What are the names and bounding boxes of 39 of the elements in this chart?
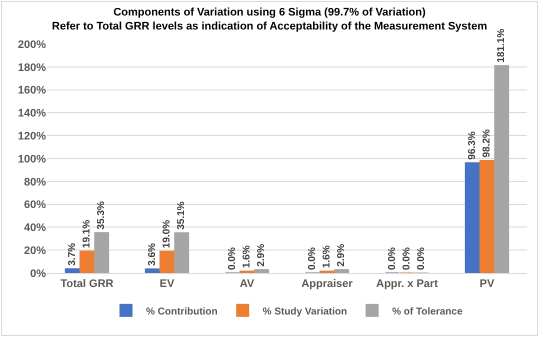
y-tick-label: 80% — [24, 176, 46, 188]
x-tick-label: PV — [480, 278, 495, 290]
data-label: 2.9% — [336, 244, 348, 267]
y-tick-label: 200% — [18, 38, 46, 51]
y-tick-label: 40% — [24, 222, 46, 234]
legend-label: % Study Variation — [262, 306, 348, 318]
x-tick-label: EV — [160, 278, 175, 290]
y-tick-label: 140% — [18, 108, 46, 120]
data-label: 0.0% — [416, 247, 428, 270]
y-tick-label: 0% — [30, 268, 46, 280]
x-tick-label: Appraiser — [301, 278, 354, 290]
data-label: 181.1% — [496, 28, 508, 63]
data-label: 35.1% — [176, 201, 188, 230]
data-label: 1.6% — [242, 245, 252, 268]
data-label: 1.6% — [322, 245, 332, 268]
data-label: 98.2% — [482, 129, 492, 158]
data-label: 0.0% — [386, 247, 398, 270]
data-label: 19.0% — [162, 220, 172, 248]
legend-label: % of Tolerance — [392, 306, 463, 318]
data-label: 0.0% — [306, 247, 318, 270]
y-tick-label: 160% — [18, 84, 46, 97]
data-label: 2.9% — [256, 244, 268, 267]
x-tick-label: Appr. x Part — [376, 278, 438, 290]
y-tick-label: 180% — [18, 62, 46, 74]
data-label: 35.3% — [96, 201, 108, 230]
y-tick-label: 100% — [18, 153, 46, 166]
data-label: 3.7% — [66, 242, 78, 266]
data-label: 96.3% — [466, 131, 478, 160]
data-label: 0.0% — [226, 247, 238, 270]
y-tick-label: 60% — [24, 199, 46, 212]
data-label: 0.0% — [402, 247, 412, 270]
x-tick-label: AV — [240, 278, 255, 290]
y-tick-label: 20% — [24, 244, 46, 257]
legend-label: % Contribution — [146, 306, 218, 318]
data-label: 19.1% — [82, 220, 92, 248]
chart-title: Components of Variation using 6 Sigma (99.7% of Variation) Refer to Total GRR levels as indication of Acceptability of the Measurement System — [52, 6, 488, 33]
y-tick-label: 120% — [18, 130, 46, 142]
x-tick-label: Total GRR — [60, 278, 114, 290]
data-label: 3.6% — [146, 242, 158, 266]
